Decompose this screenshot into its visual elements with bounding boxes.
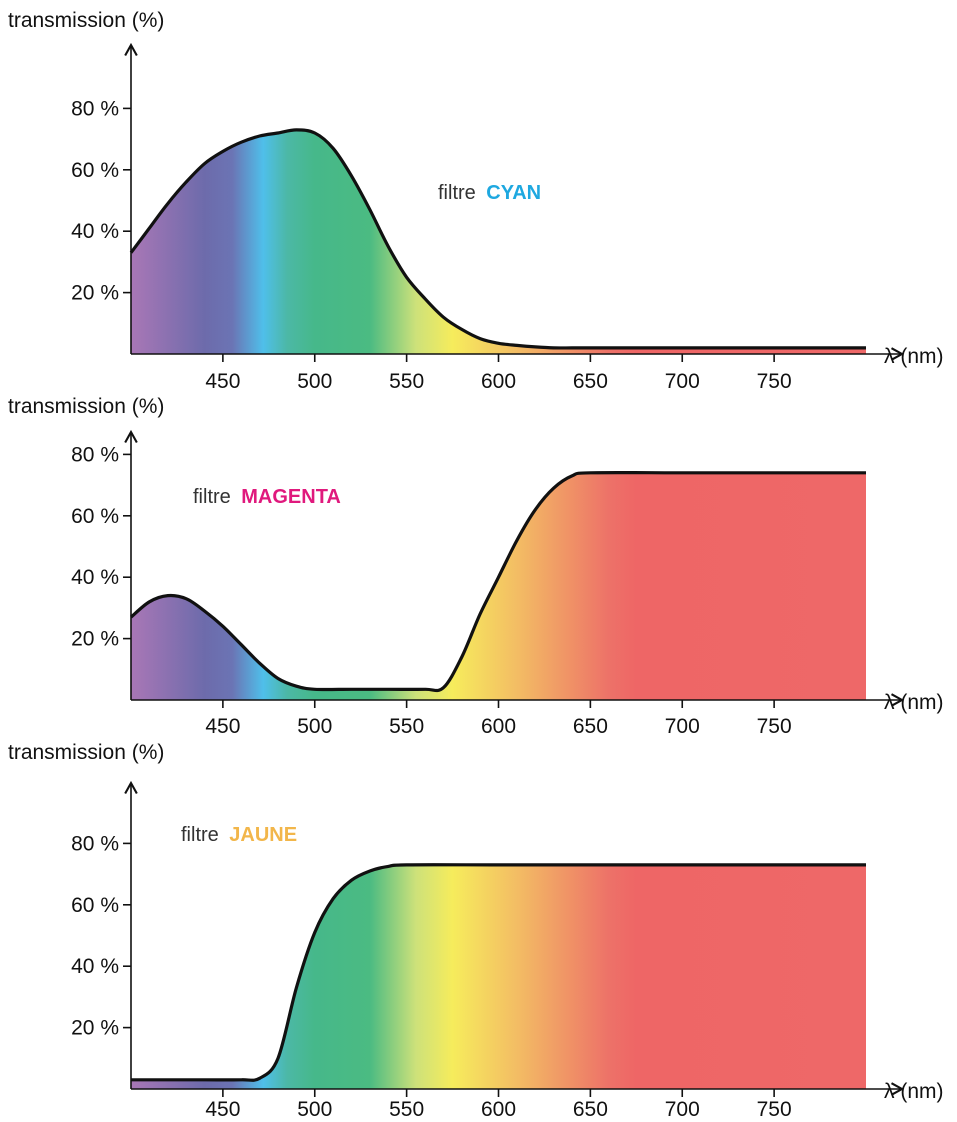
x-tick-label: 450 <box>205 1098 240 1121</box>
x-tick-label: 650 <box>573 1098 608 1121</box>
transmission-curve <box>129 128 866 350</box>
y-tick-label: 20 % <box>71 628 119 651</box>
y-axis-title: transmission (%) <box>8 741 164 764</box>
chart-panel-cyan: transmission (%) 450 500 550 600 650 700 750 20… <box>8 9 944 393</box>
filter-annotation: filtre JAUNE <box>181 824 297 846</box>
y-tick-label: 40 % <box>71 566 119 589</box>
transmission-curve <box>129 470 866 693</box>
filter-prefix: filtre <box>438 182 476 204</box>
y-axis-title: transmission (%) <box>8 395 164 418</box>
y-tick-label: 80 % <box>71 97 119 120</box>
y-tick-label: 80 % <box>71 832 119 855</box>
filter-name-cyan: CYAN <box>486 182 541 204</box>
x-axis-title: λ (nm) <box>884 345 944 368</box>
x-tick-label: 550 <box>389 370 424 393</box>
filter-prefix: filtre <box>181 824 219 846</box>
x-tick-label: 600 <box>481 715 516 738</box>
filter-annotation: filtre MAGENTA <box>193 486 341 508</box>
transmission-curve <box>131 863 866 1082</box>
x-tick-label: 550 <box>389 1098 424 1121</box>
y-tick-label: 80 % <box>71 443 119 466</box>
y-axis-title: transmission (%) <box>8 9 164 32</box>
x-tick-label: 450 <box>205 370 240 393</box>
y-tick-label: 60 % <box>71 159 119 182</box>
filter-name-magenta: MAGENTA <box>241 486 341 508</box>
x-tick-label: 500 <box>297 715 332 738</box>
chart-panel-magenta: transmission (%) 450 500 550 600 650 700 750 20… <box>8 395 944 738</box>
x-tick-label: 700 <box>665 370 700 393</box>
transmission-area <box>131 864 866 1089</box>
filter-name-jaune: JAUNE <box>229 824 297 846</box>
x-tick-label: 600 <box>481 1098 516 1121</box>
filter-prefix: filtre <box>193 486 231 508</box>
x-tick-label: 550 <box>389 715 424 738</box>
x-tick-label: 600 <box>481 370 516 393</box>
y-tick-label: 60 % <box>71 505 119 528</box>
x-tick-label: 650 <box>573 715 608 738</box>
y-tick-label: 60 % <box>71 894 119 917</box>
chart-panel-jaune: transmission (%) 450 500 550 600 650 700 750 20… <box>8 741 944 1121</box>
x-tick-label: 500 <box>297 370 332 393</box>
x-tick-label: 700 <box>665 715 700 738</box>
x-tick-label: 450 <box>205 715 240 738</box>
x-axis-title: λ (nm) <box>884 691 944 714</box>
y-tick-label: 20 % <box>71 282 119 305</box>
transmission-area <box>131 129 866 354</box>
x-tick-label: 500 <box>297 1098 332 1121</box>
transmission-area <box>131 472 866 700</box>
x-tick-label: 750 <box>757 715 792 738</box>
x-tick-label: 700 <box>665 1098 700 1121</box>
y-tick-label: 20 % <box>71 1017 119 1040</box>
filter-annotation: filtre CYAN <box>438 182 541 204</box>
x-axis-title: λ (nm) <box>884 1080 944 1103</box>
x-tick-label: 650 <box>573 370 608 393</box>
x-tick-label: 750 <box>757 370 792 393</box>
y-tick-label: 40 % <box>71 955 119 978</box>
x-tick-label: 750 <box>757 1098 792 1121</box>
y-tick-label: 40 % <box>71 220 119 243</box>
